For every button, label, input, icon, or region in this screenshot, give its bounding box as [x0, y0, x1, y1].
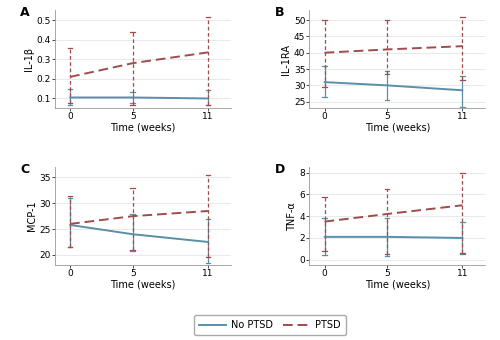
Text: D: D: [274, 163, 284, 176]
Y-axis label: IL-1RA: IL-1RA: [281, 44, 291, 75]
X-axis label: Time (weeks): Time (weeks): [110, 280, 176, 290]
Text: A: A: [20, 6, 30, 19]
Y-axis label: IL-1β: IL-1β: [24, 47, 34, 71]
Text: C: C: [20, 163, 29, 176]
Y-axis label: MCP-1: MCP-1: [26, 201, 36, 232]
Legend: No PTSD, PTSD: No PTSD, PTSD: [194, 316, 346, 335]
X-axis label: Time (weeks): Time (weeks): [110, 123, 176, 133]
Text: B: B: [274, 6, 284, 19]
X-axis label: Time (weeks): Time (weeks): [364, 123, 430, 133]
X-axis label: Time (weeks): Time (weeks): [364, 280, 430, 290]
Y-axis label: TNF-α: TNF-α: [287, 202, 297, 231]
